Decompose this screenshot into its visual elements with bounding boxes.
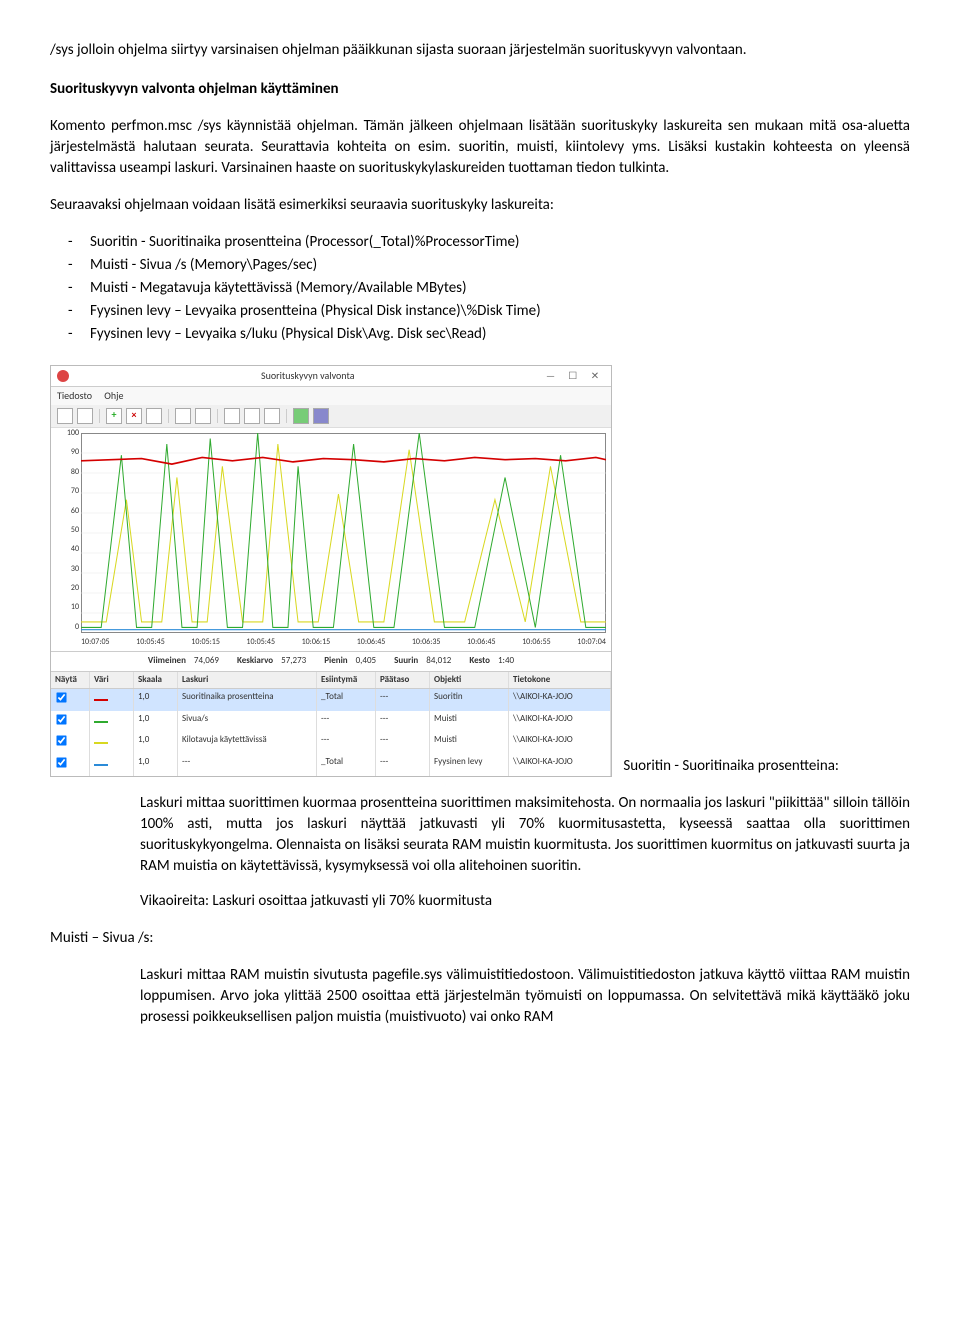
x-axis: 10:07:0510:05:45 10:05:1510:05:45 10:06:… (81, 637, 606, 651)
view-icon[interactable] (57, 408, 73, 424)
cpu-desc-p1: Laskuri mittaa suorittimen kuormaa prose… (140, 793, 910, 877)
perfmon-window: Suorituskyvyn valvonta — ☐ ✕ Tiedosto Oh… (50, 365, 612, 777)
series-red (81, 457, 606, 464)
highlight-icon[interactable] (146, 408, 162, 424)
window-title: Suorituskyvyn valvonta (75, 369, 540, 383)
play-icon[interactable] (293, 408, 309, 424)
show-checkbox[interactable] (56, 714, 66, 724)
add-icon[interactable]: + (106, 408, 122, 424)
stats-bar: Viimeinen74,069 Keskiarvo57,273 Pienin0,… (51, 652, 611, 671)
remove-icon[interactable]: × (126, 408, 142, 424)
show-checkbox[interactable] (56, 736, 66, 746)
sublabel-memory: Muisti – Sivua /s: (50, 928, 910, 949)
list-item: Muisti - Sivua /s (Memory\Pages/sec) (90, 255, 910, 276)
heading-usage: Suorituskyvyn valvonta ohjelman käyttämi… (50, 79, 910, 100)
perfmon-titlebar: Suorituskyvyn valvonta — ☐ ✕ (51, 366, 611, 387)
chart-area: 10090 8070 6050 4030 2010 0 (51, 428, 611, 652)
counter-list: Suoritin - Suoritinaika prosentteina (Pr… (90, 232, 910, 345)
legend-header: Näytä Väri Skaala Laskuri Esiintymä Päät… (51, 671, 611, 690)
legend-row[interactable]: 1,0Sivua/s------Muisti\\AIKOI-KA-JOJO (51, 711, 611, 733)
menu-bar: Tiedosto Ohje (51, 387, 611, 405)
list-item: Fyysinen levy – Levyaika prosentteina (P… (90, 301, 910, 322)
close-icon[interactable]: ✕ (585, 369, 605, 383)
paragraph-1: /sys jolloin ohjelma siirtyy varsinaisen… (50, 40, 910, 61)
list-item: Suoritin - Suoritinaika prosentteina (Pr… (90, 232, 910, 253)
view2-icon[interactable] (77, 408, 93, 424)
menu-file[interactable]: Tiedosto (57, 389, 92, 402)
legend-body: 1,0Suoritinaika prosentteina_Total---Suo… (51, 689, 611, 775)
app-icon (57, 370, 69, 382)
paragraph-2: Komento perfmon.msc /sys käynnistää ohje… (50, 116, 910, 179)
paste-icon[interactable] (195, 408, 211, 424)
mem-desc-p1: Laskuri mittaa RAM muistin sivutusta pag… (140, 965, 910, 1028)
maximize-icon[interactable]: ☐ (563, 369, 583, 383)
chart-svg (81, 433, 606, 633)
list-item: Fyysinen levy – Levyaika s/luku (Physica… (90, 324, 910, 345)
show-checkbox[interactable] (56, 692, 66, 702)
figure-label-right: Suoritin - Suoritinaika prosentteina: (623, 756, 839, 777)
legend-row[interactable]: 1,0---_Total---Fyysinen levy\\AIKOI-KA-J… (51, 754, 611, 776)
legend-row[interactable]: 1,0Kilotavuja käytettävissä------Muisti\… (51, 732, 611, 754)
menu-help[interactable]: Ohje (104, 389, 123, 402)
list-item: Muisti - Megatavuja käytettävissä (Memor… (90, 278, 910, 299)
copy-icon[interactable] (175, 408, 191, 424)
freeze-icon[interactable] (244, 408, 260, 424)
legend-row[interactable]: 1,0Suoritinaika prosentteina_Total---Suo… (51, 689, 611, 711)
help-icon[interactable] (313, 408, 329, 424)
props-icon[interactable] (224, 408, 240, 424)
cpu-desc-p2: Vikaoireita: Laskuri osoittaa jatkuvasti… (140, 891, 910, 912)
show-checkbox[interactable] (56, 757, 66, 767)
update-icon[interactable] (264, 408, 280, 424)
minimize-icon[interactable]: — (540, 369, 560, 383)
toolbar: + × (51, 405, 611, 428)
y-axis: 10090 8070 6050 4030 2010 0 (51, 428, 82, 633)
paragraph-3: Seuraavaksi ohjelmaan voidaan lisätä esi… (50, 195, 910, 216)
